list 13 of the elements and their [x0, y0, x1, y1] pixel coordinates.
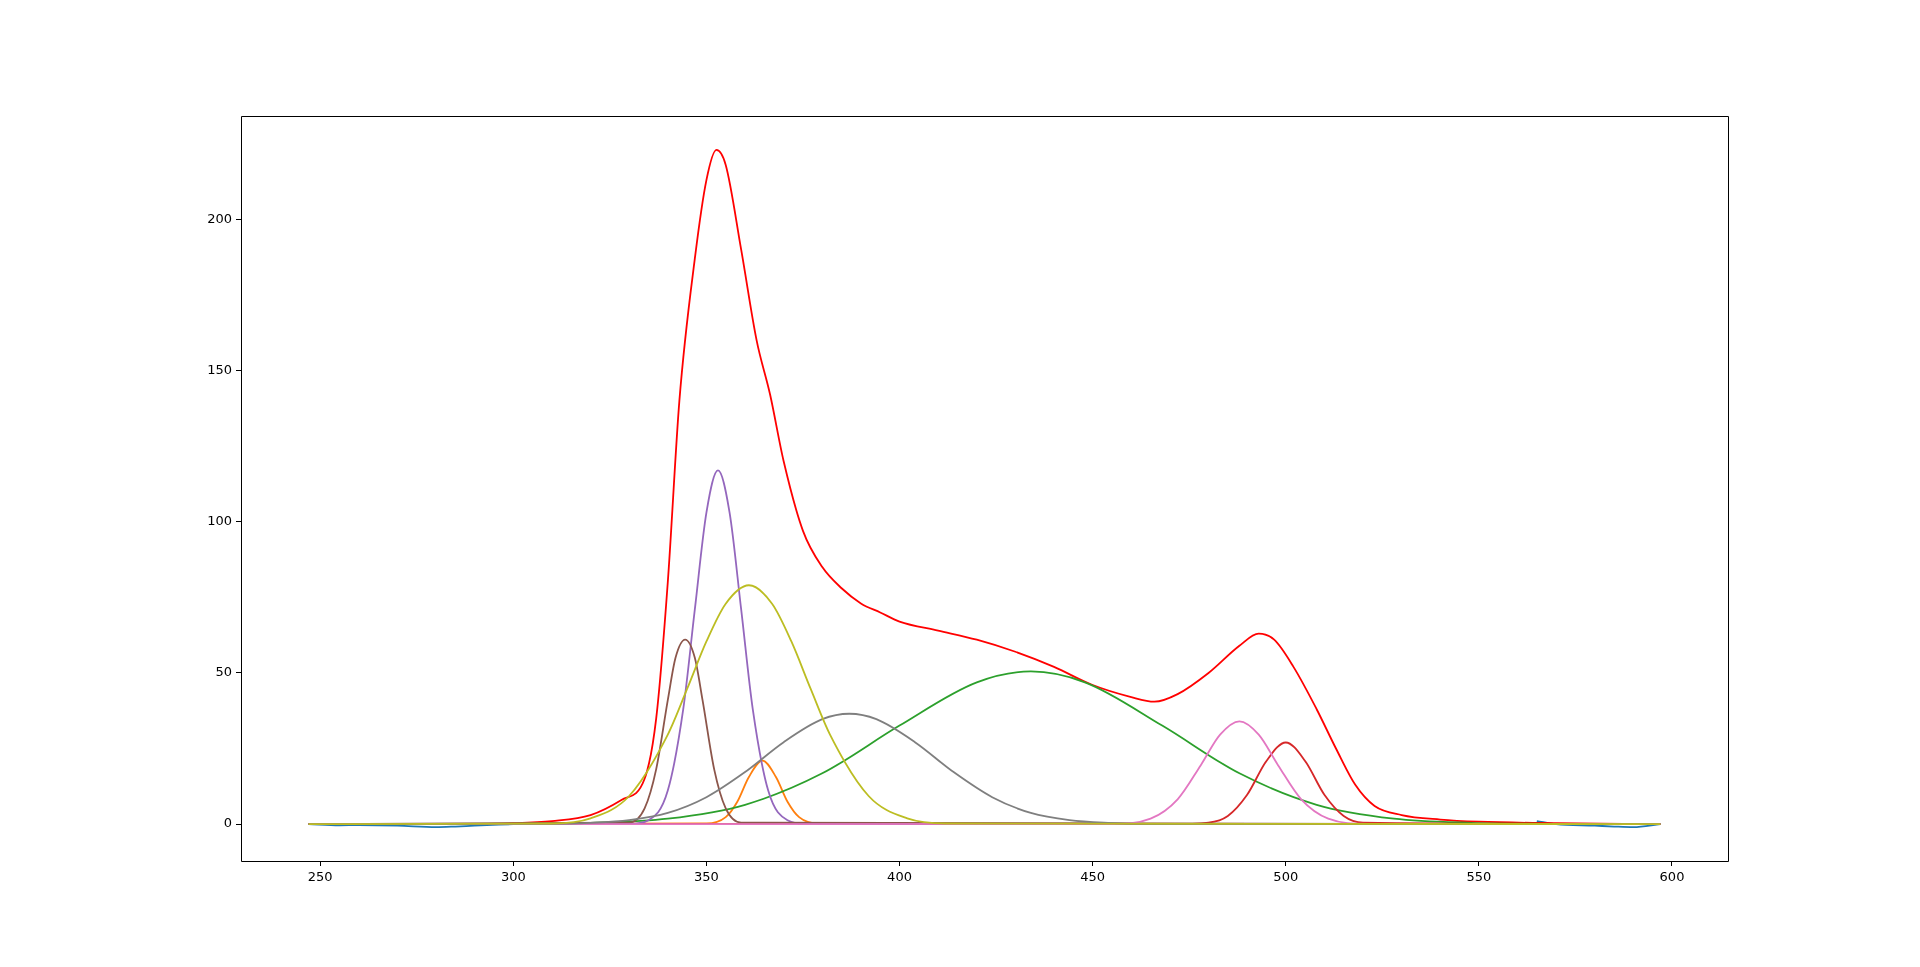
x-tick-label: 550	[1466, 869, 1492, 885]
x-tick-label: 300	[500, 869, 526, 885]
x-tick-label: 450	[1080, 869, 1106, 885]
y-tick-label: 50	[215, 664, 232, 680]
y-tick-label: 100	[207, 513, 232, 529]
x-tick-label: 400	[887, 869, 912, 885]
x-tick-label: 600	[1659, 869, 1685, 885]
y-tick-label: 200	[207, 210, 232, 226]
y-tick-label: 0	[223, 815, 232, 831]
y-tick-label: 150	[207, 361, 232, 377]
x-tick-label: 350	[694, 869, 719, 885]
x-tick-label: 500	[1273, 869, 1299, 885]
x-tick-label: 250	[307, 869, 333, 885]
